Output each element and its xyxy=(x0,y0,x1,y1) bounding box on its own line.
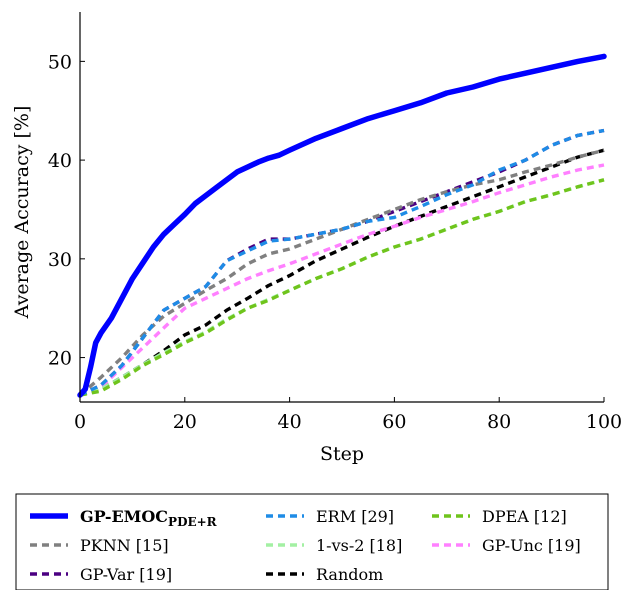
x-tick-label: 0 xyxy=(74,411,86,433)
legend-label-3: PKNN [15] xyxy=(80,536,169,555)
legend-label-7: Random xyxy=(316,565,383,584)
legend-label-5: GP-Unc [19] xyxy=(482,536,581,555)
x-axis-label: Step xyxy=(320,443,364,465)
plot-series xyxy=(77,53,607,398)
legend-label-4: 1-vs-2 [18] xyxy=(316,536,402,555)
plot-axes xyxy=(79,12,604,403)
y-ticks: 20 30 40 50 xyxy=(48,51,85,370)
legend-label-6: GP-Var [19] xyxy=(80,565,172,584)
legend-box xyxy=(15,493,609,590)
x-tick-label: 20 xyxy=(173,411,197,433)
legend: GP-EMOCPDE+R ERM [29] DPEA [12]PKNN [15] 1-… xyxy=(15,493,609,590)
series-line-2 xyxy=(79,178,605,397)
series-line-1 xyxy=(79,128,605,397)
x-tick-label: 60 xyxy=(382,411,406,433)
x-ticks: 0 20 40 60 80 100 xyxy=(74,397,622,433)
y-axis-label: Average Accuracy [%] xyxy=(11,106,33,320)
legend-label-1: ERM [29] xyxy=(316,507,394,526)
y-tick-label: 40 xyxy=(48,150,72,172)
legend-label-subscript: PDE+R xyxy=(168,515,218,529)
y-tick-label: 50 xyxy=(48,51,72,73)
y-tick-label: 30 xyxy=(48,249,72,271)
x-tick-label: 100 xyxy=(586,411,622,433)
series-line-4 xyxy=(79,178,605,397)
series-line-0 xyxy=(77,53,607,398)
x-tick-label: 40 xyxy=(278,411,302,433)
series-line-5 xyxy=(79,163,605,397)
x-tick-label: 80 xyxy=(487,411,511,433)
legend-label-2: DPEA [12] xyxy=(482,507,567,526)
y-tick-label: 20 xyxy=(48,348,72,370)
